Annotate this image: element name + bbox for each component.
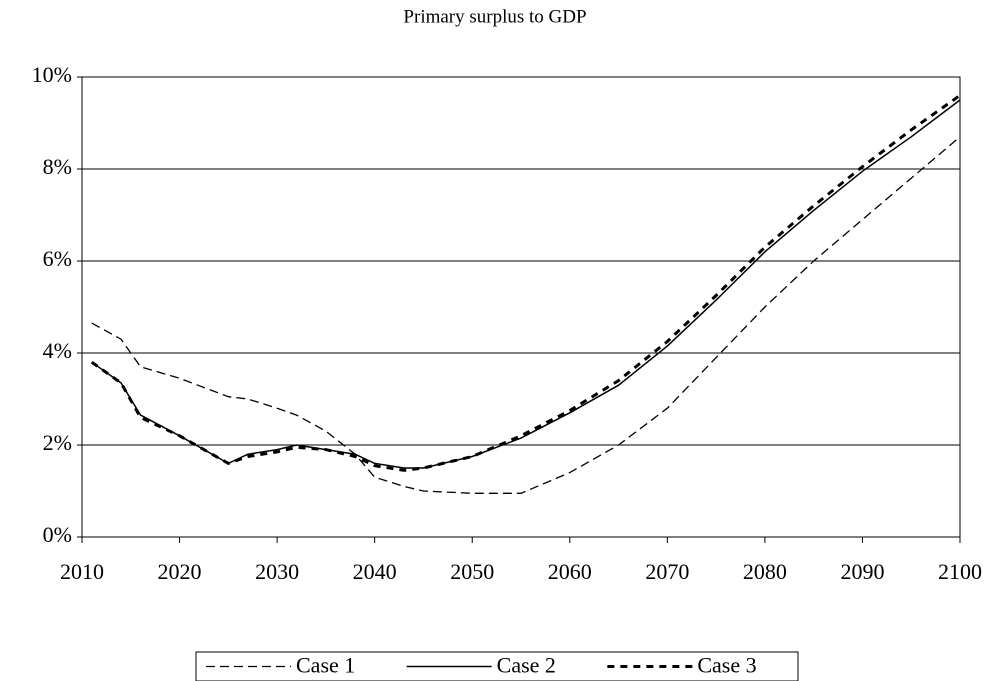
legend-label: Case 3 xyxy=(697,653,756,678)
y-tick-label: 0% xyxy=(43,522,72,547)
x-tick-label: 2030 xyxy=(255,559,299,584)
y-tick-label: 10% xyxy=(32,62,72,87)
series-line xyxy=(91,136,961,494)
plot-border xyxy=(81,76,961,538)
legend-box xyxy=(195,651,799,681)
x-tick-label: 2070 xyxy=(645,559,689,584)
y-tick-label: 4% xyxy=(43,338,72,363)
y-tick-label: 6% xyxy=(43,246,72,271)
y-tick-label: 2% xyxy=(43,430,72,455)
x-tick-label: 2090 xyxy=(840,559,884,584)
series-line xyxy=(90,94,961,472)
x-tick-label: 2010 xyxy=(60,559,104,584)
legend-label: Case 1 xyxy=(296,653,355,678)
x-tick-label: 2050 xyxy=(450,559,494,584)
series-line xyxy=(91,99,961,469)
x-tick-label: 2100 xyxy=(938,559,982,584)
x-tick-label: 2040 xyxy=(353,559,397,584)
x-tick-label: 2080 xyxy=(743,559,787,584)
y-tick-label: 8% xyxy=(43,154,72,179)
chart-title: Primary surplus to GDP xyxy=(403,6,586,27)
x-tick-label: 2060 xyxy=(548,559,592,584)
legend-label: Case 2 xyxy=(497,653,556,678)
x-tick-label: 2020 xyxy=(158,559,202,584)
